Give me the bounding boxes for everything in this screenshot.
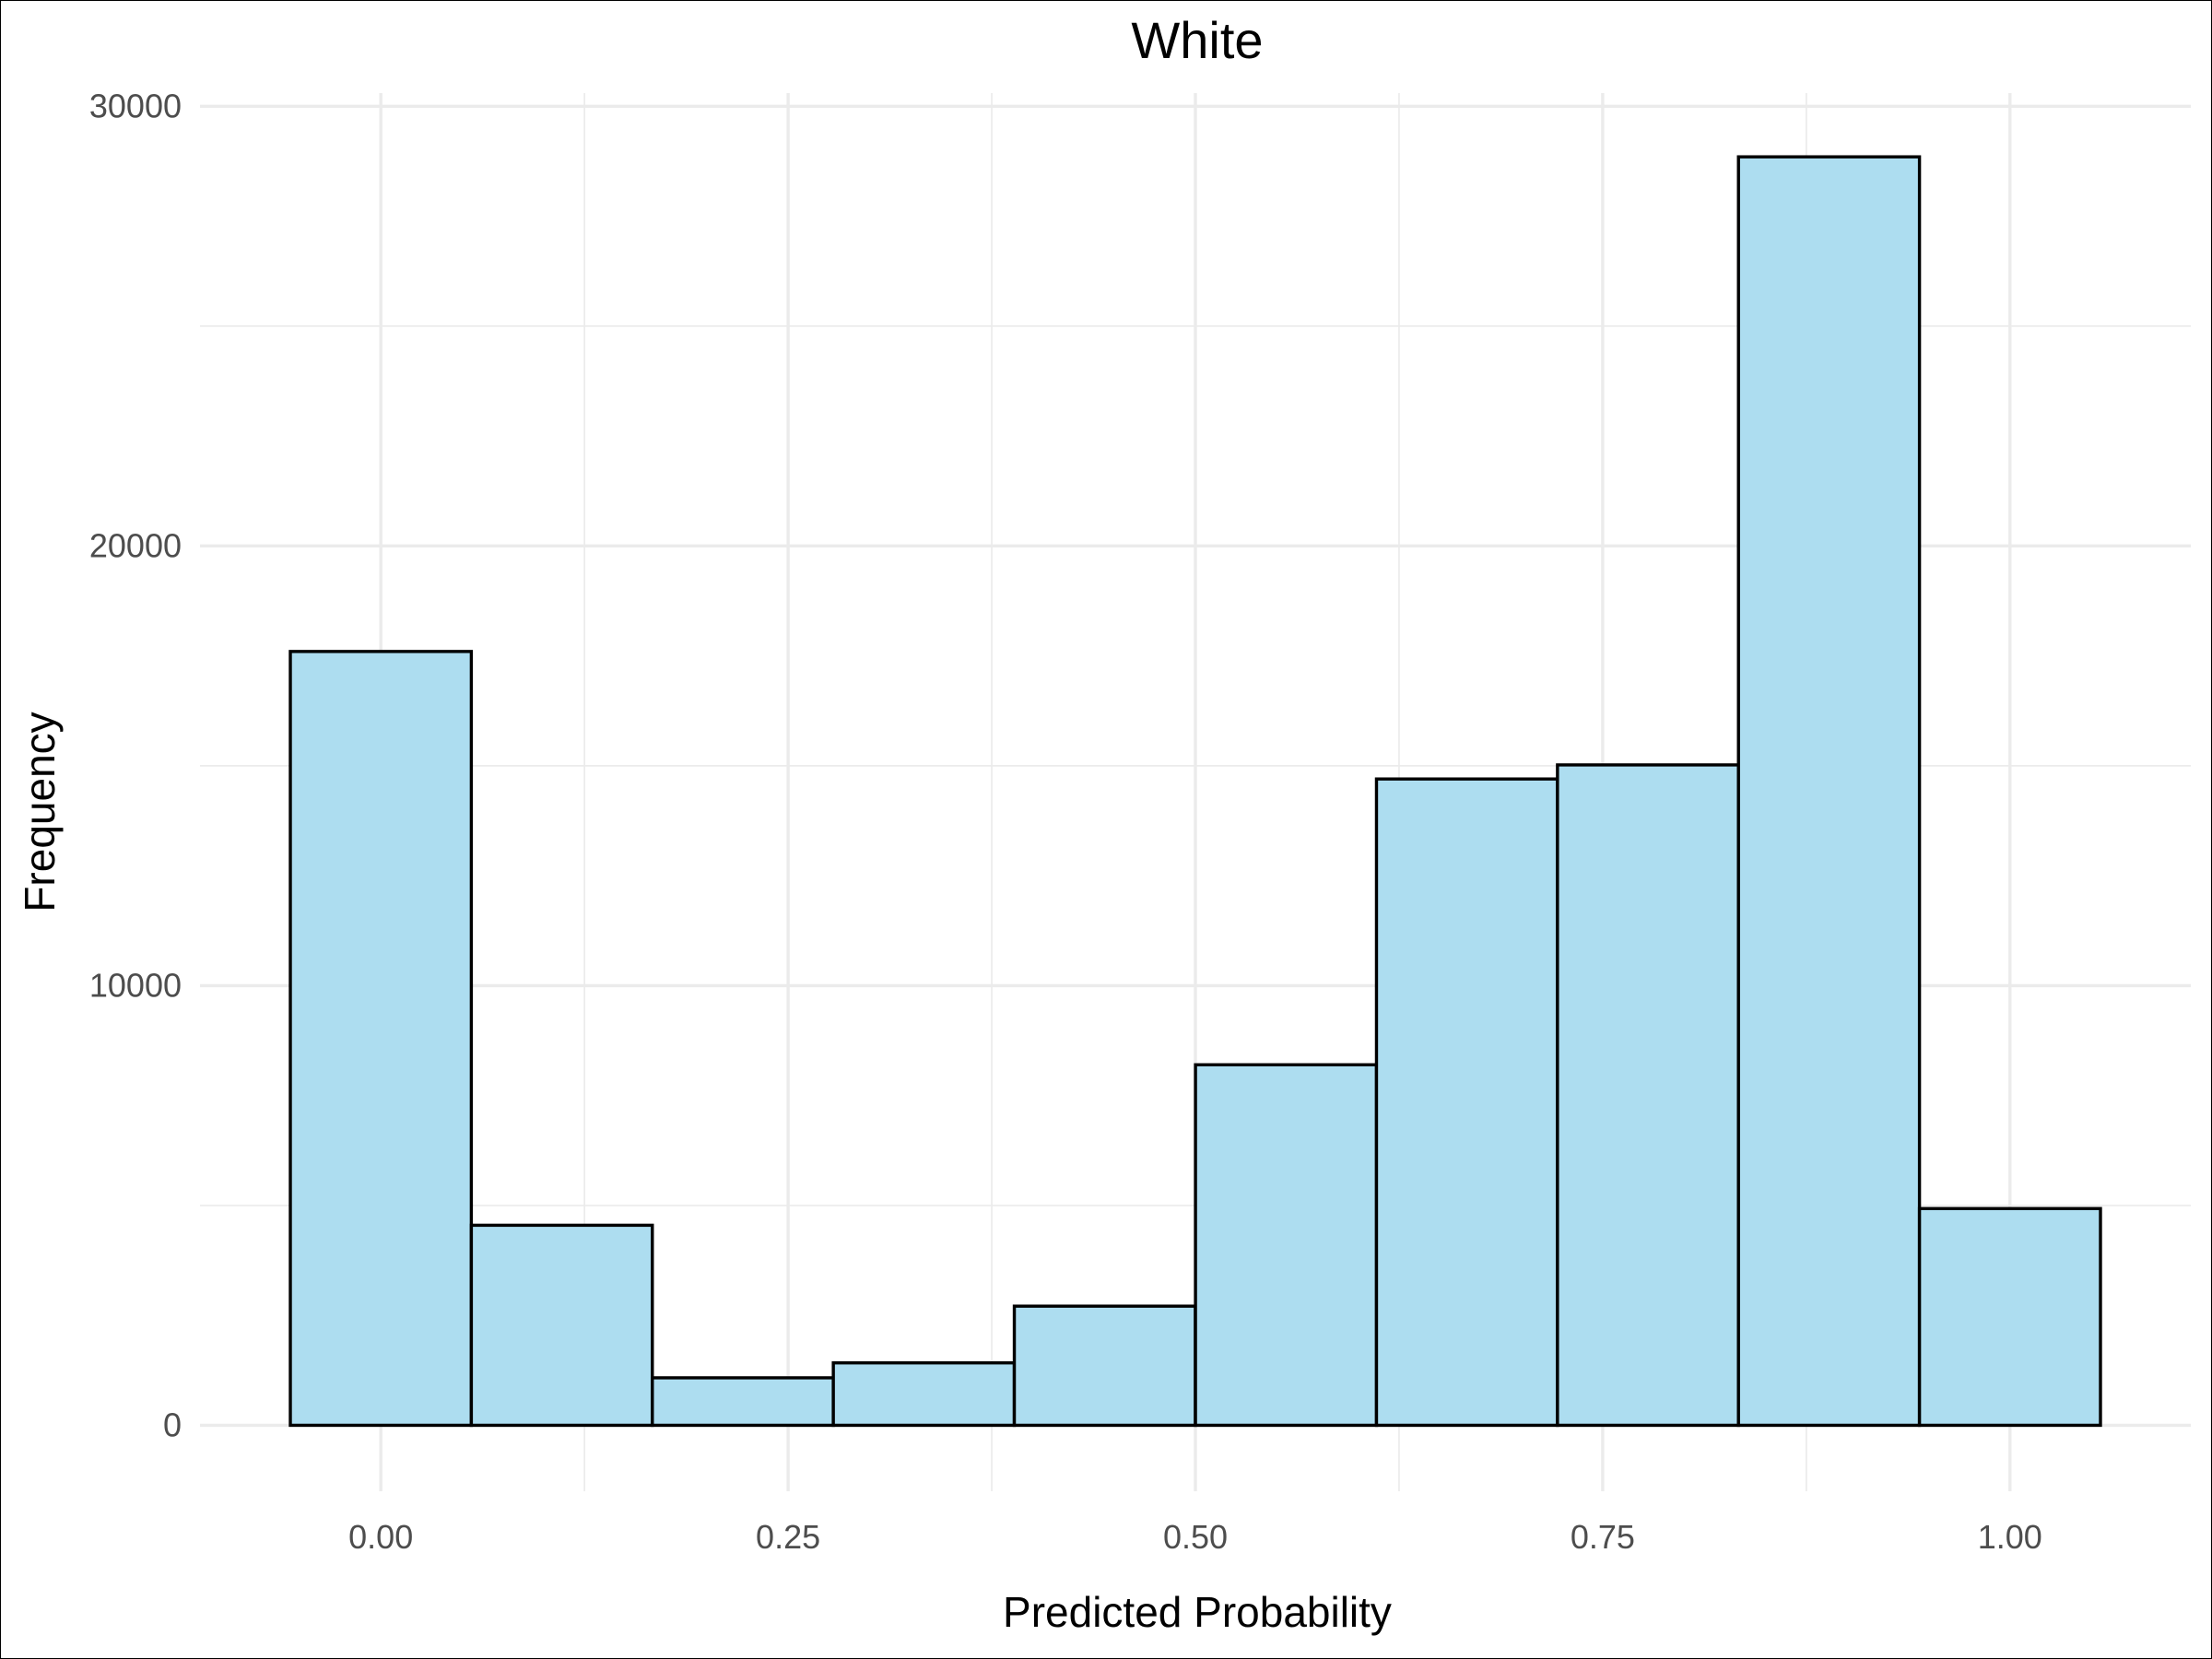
y-tick-label: 20000 [89, 526, 182, 564]
x-axis-title: Predicted Probability [1003, 1588, 1392, 1636]
x-tick-label: 0.25 [756, 1518, 820, 1556]
chart-title: White [1131, 11, 1263, 69]
histogram-bar [1736, 155, 1922, 1428]
x-tick-label: 1.00 [1978, 1518, 2042, 1556]
y-axis-title: Frequency [16, 712, 64, 912]
histogram-bar [1556, 763, 1740, 1428]
x-tick-label: 0.50 [1163, 1518, 1228, 1556]
x-tick-label: 0.75 [1571, 1518, 1635, 1556]
y-tick-label: 0 [163, 1406, 182, 1443]
y-tick-label: 10000 [89, 966, 182, 1004]
y-tick-label: 30000 [89, 87, 182, 124]
x-tick-label: 0.00 [348, 1518, 413, 1556]
y-tick-labels: 0 10000 20000 30000 [89, 87, 182, 1443]
histogram-bars [288, 155, 2102, 1428]
histogram-bar [831, 1361, 1017, 1428]
histogram-bar [1917, 1206, 2102, 1428]
x-tick-labels: 0.00 0.25 0.50 0.75 1.00 [348, 1518, 2042, 1556]
histogram-bar [288, 650, 474, 1428]
histogram-bar [1194, 1063, 1379, 1428]
histogram-bar [469, 1223, 654, 1428]
histogram-bar [1012, 1304, 1197, 1428]
histogram-bar [1374, 777, 1559, 1428]
histogram-bar [651, 1376, 835, 1428]
